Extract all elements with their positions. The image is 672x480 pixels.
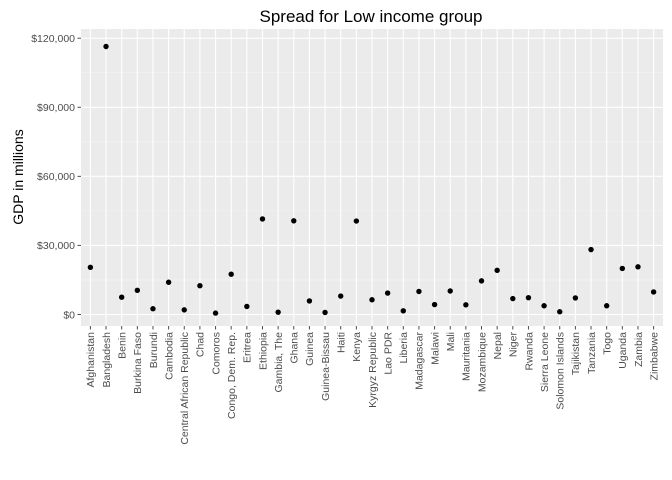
x-tick-label: Mozambique — [476, 332, 488, 392]
x-tick-label: Comoros — [210, 332, 222, 375]
x-tick-label: Madagascar — [414, 331, 426, 389]
data-point — [103, 43, 109, 50]
x-tick-label: Kyrgyz Republic — [367, 332, 379, 408]
y-tick-label: $60,000 — [37, 171, 75, 183]
chart-title: Spread for Low income group — [259, 7, 482, 26]
data-point — [275, 309, 281, 315]
x-tick-label: Gambia, The — [273, 332, 285, 393]
y-tick-label: $30,000 — [37, 240, 75, 252]
data-point — [244, 303, 250, 310]
x-tick-label: Solomon Islands — [555, 332, 567, 410]
x-tick-label: Malawi — [429, 332, 441, 365]
x-tick-label: Liberia — [398, 332, 410, 364]
data-point — [259, 216, 266, 222]
data-point — [525, 294, 532, 301]
x-tick-label: Mali — [445, 332, 457, 351]
data-point — [447, 288, 453, 294]
major-gridlines — [81, 29, 663, 326]
data-point — [431, 301, 438, 308]
x-tick-label: Burkina Faso — [132, 332, 144, 394]
y-tick-label: $0 — [63, 309, 75, 321]
data-point — [134, 287, 141, 294]
x-tick-label: Afghanistan — [85, 332, 97, 388]
data-point — [478, 278, 485, 284]
x-axis: Afghanistan Bangladesh Benin Burkina Faso Bu… — [85, 326, 660, 445]
data-point — [463, 302, 469, 308]
data-point — [588, 246, 594, 253]
x-tick-label: Niger — [508, 331, 520, 357]
x-tick-label: Ghana — [289, 332, 301, 364]
x-tick-label: Guinea — [304, 332, 316, 366]
x-tick-label: Kenya — [351, 332, 363, 362]
data-point — [338, 293, 344, 299]
data-point — [87, 264, 94, 270]
x-tick-label: Chad — [195, 332, 207, 357]
x-tick-label: Uganda — [617, 332, 629, 369]
x-tick-label: Burundi — [148, 332, 160, 368]
x-tick-label: Nepal — [492, 332, 504, 359]
data-point — [572, 295, 579, 301]
data-point — [416, 288, 422, 295]
data-point — [494, 267, 500, 273]
x-tick-label: Zambia — [633, 332, 645, 367]
data-point — [619, 265, 626, 272]
x-tick-label: Togo — [601, 332, 613, 355]
data-point — [165, 279, 172, 285]
data-point — [118, 294, 125, 300]
data-point — [306, 298, 313, 304]
x-tick-label: Bangladesh — [101, 332, 113, 388]
data-point — [650, 289, 657, 295]
data-point — [557, 309, 563, 315]
data-point — [635, 264, 641, 270]
data-point — [291, 218, 297, 224]
x-tick-label: Cambodia — [163, 332, 175, 380]
x-tick-label: Haiti — [336, 332, 348, 353]
data-point — [181, 307, 187, 313]
x-tick-label: Rwanda — [523, 332, 535, 371]
data-point — [228, 271, 234, 277]
x-tick-label: Tanzania — [586, 332, 598, 374]
x-tick-label: Ethiopia — [257, 332, 269, 370]
y-axis: $0 $30,000 $60,000 $90,000 $120,000 — [31, 33, 81, 321]
data-point — [541, 303, 547, 309]
x-tick-label: Central African Republic — [179, 332, 191, 445]
y-tick-label: $120,000 — [31, 33, 75, 45]
data-point — [384, 290, 391, 296]
x-tick-label: Eritrea — [242, 332, 254, 363]
y-axis-label: GDP in millions — [10, 129, 26, 224]
data-point — [322, 309, 328, 316]
data-point — [400, 308, 406, 314]
data-point — [150, 306, 156, 312]
x-tick-label: Mauritania — [461, 332, 473, 381]
data-point — [510, 295, 516, 302]
x-tick-label: Lao PDR — [382, 332, 394, 375]
x-tick-label: Congo, Dem. Rep. — [226, 332, 238, 419]
x-tick-label: Zimbabwe — [648, 332, 660, 381]
data-point — [212, 310, 219, 316]
x-tick-label: Tajikistan — [570, 332, 582, 375]
y-tick-label: $90,000 — [37, 102, 75, 114]
x-tick-label: Guinea-Bissau — [320, 332, 332, 401]
data-point — [369, 297, 375, 303]
data-point — [197, 283, 203, 289]
x-tick-label: Benin — [116, 332, 128, 359]
data-point — [353, 218, 360, 224]
data-point — [603, 303, 610, 309]
data-points — [87, 43, 657, 316]
x-tick-label: Sierra Leone — [539, 332, 551, 392]
